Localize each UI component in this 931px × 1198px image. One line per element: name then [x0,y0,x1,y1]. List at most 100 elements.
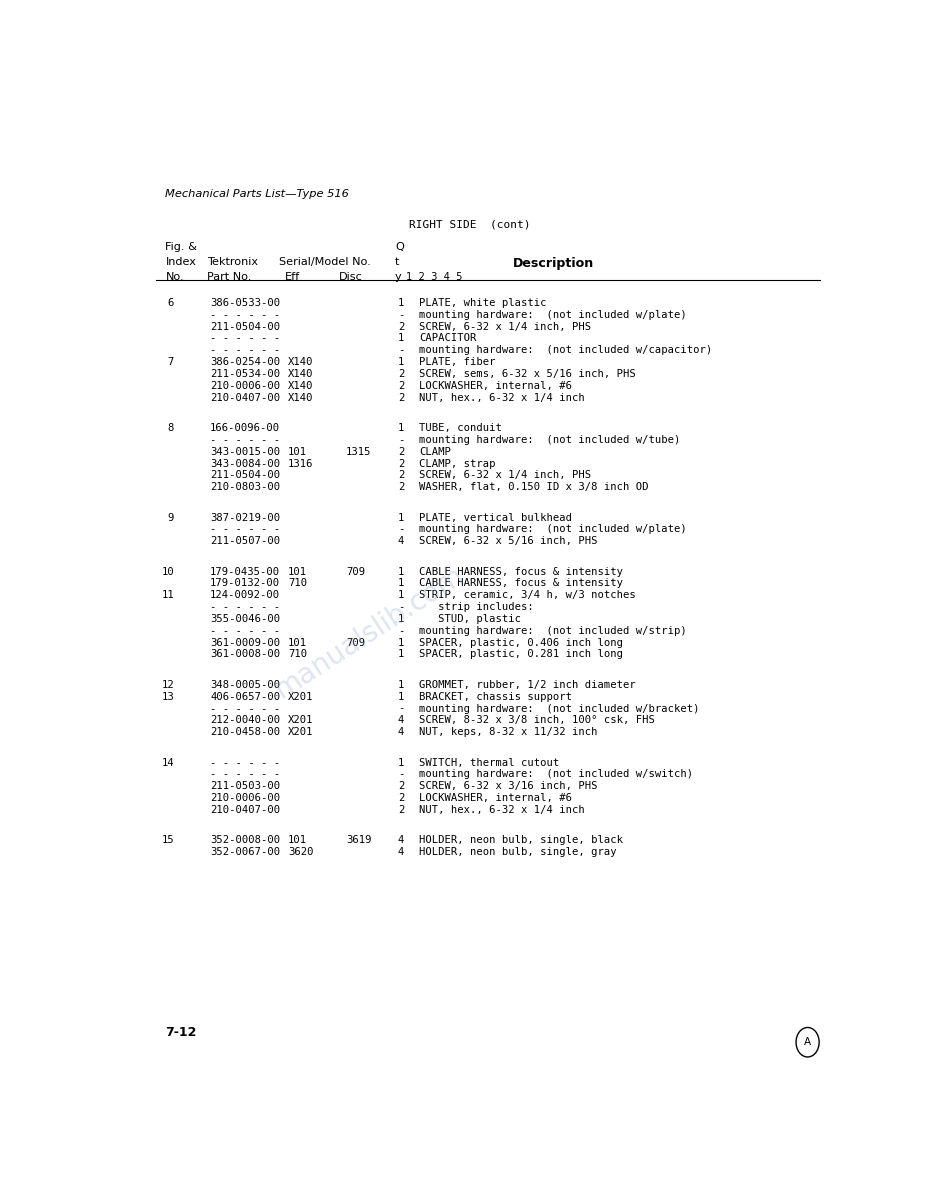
Text: 211-0534-00: 211-0534-00 [210,369,280,379]
Text: 1: 1 [398,579,404,588]
Text: SCREW, 6-32 x 5/16 inch, PHS: SCREW, 6-32 x 5/16 inch, PHS [419,537,598,546]
Text: - - - - - -: - - - - - - [210,757,280,768]
Text: TUBE, conduit: TUBE, conduit [419,423,503,432]
Text: 212-0040-00: 212-0040-00 [210,715,280,725]
Text: 7: 7 [168,357,174,367]
Text: 4: 4 [398,835,404,846]
Text: 348-0005-00: 348-0005-00 [210,679,280,690]
Text: Description: Description [513,258,595,271]
Text: 1: 1 [398,567,404,576]
Text: 1: 1 [398,591,404,600]
Text: X140: X140 [288,357,314,367]
Text: 710: 710 [288,649,307,659]
Text: SCREW, sems, 6-32 x 5/16 inch, PHS: SCREW, sems, 6-32 x 5/16 inch, PHS [419,369,636,379]
Text: t: t [395,258,399,267]
Text: - - - - - -: - - - - - - [210,603,280,612]
Text: 710: 710 [288,579,307,588]
Text: 2: 2 [398,793,404,803]
Text: X201: X201 [288,727,314,737]
Text: A: A [804,1037,811,1047]
Text: 4: 4 [398,727,404,737]
Text: 709: 709 [345,637,365,648]
Text: RIGHT SIDE  (cont): RIGHT SIDE (cont) [409,219,530,229]
Text: -: - [398,703,404,714]
Text: 2: 2 [398,483,404,492]
Text: -: - [398,345,404,356]
Text: 211-0503-00: 211-0503-00 [210,781,280,791]
Text: 211-0504-00: 211-0504-00 [210,321,280,332]
Text: CABLE HARNESS, focus & intensity: CABLE HARNESS, focus & intensity [419,579,624,588]
Text: STRIP, ceramic, 3/4 h, w/3 notches: STRIP, ceramic, 3/4 h, w/3 notches [419,591,636,600]
Text: Mechanical Parts List—Type 516: Mechanical Parts List—Type 516 [166,189,349,199]
Text: 386-0254-00: 386-0254-00 [210,357,280,367]
Text: 7-12: 7-12 [166,1025,196,1039]
Text: Part No.: Part No. [207,272,251,282]
Text: manualslib.com: manualslib.com [269,561,468,704]
Text: 1316: 1316 [288,459,314,468]
Text: - - - - - -: - - - - - - [210,525,280,534]
Text: 709: 709 [345,567,365,576]
Text: LOCKWASHER, internal, #6: LOCKWASHER, internal, #6 [419,381,573,391]
Text: -: - [398,769,404,780]
Text: 2: 2 [398,781,404,791]
Text: 343-0084-00: 343-0084-00 [210,459,280,468]
Text: 4: 4 [398,715,404,725]
Text: X201: X201 [288,715,314,725]
Text: CAPACITOR: CAPACITOR [419,333,477,344]
Text: 210-0803-00: 210-0803-00 [210,483,280,492]
Text: 166-0096-00: 166-0096-00 [210,423,280,432]
Text: -: - [398,309,404,320]
Text: 352-0008-00: 352-0008-00 [210,835,280,846]
Text: 352-0067-00: 352-0067-00 [210,847,280,857]
Text: 179-0132-00: 179-0132-00 [210,579,280,588]
Text: 1: 1 [398,513,404,522]
Text: - - - - - -: - - - - - - [210,309,280,320]
Text: X140: X140 [288,369,314,379]
Text: 1: 1 [398,423,404,432]
Text: 210-0407-00: 210-0407-00 [210,393,280,403]
Text: 2: 2 [398,369,404,379]
Text: mounting hardware:  (not included w/plate): mounting hardware: (not included w/plate… [419,309,687,320]
Text: 1: 1 [398,298,404,308]
Text: SWITCH, thermal cutout: SWITCH, thermal cutout [419,757,560,768]
Text: NUT, hex., 6-32 x 1/4 inch: NUT, hex., 6-32 x 1/4 inch [419,393,586,403]
Text: STUD, plastic: STUD, plastic [419,613,521,624]
Text: -: - [398,435,404,444]
Text: y: y [395,272,401,282]
Text: - - - - - -: - - - - - - [210,625,280,636]
Text: GROMMET, rubber, 1/2 inch diameter: GROMMET, rubber, 1/2 inch diameter [419,679,636,690]
Text: 210-0006-00: 210-0006-00 [210,381,280,391]
Text: BRACKET, chassis support: BRACKET, chassis support [419,691,573,702]
Text: PLATE, fiber: PLATE, fiber [419,357,496,367]
Text: Tektronix: Tektronix [207,258,258,267]
Text: 10: 10 [161,567,174,576]
Text: 1: 1 [398,691,404,702]
Text: -: - [398,603,404,612]
Text: PLATE, white plastic: PLATE, white plastic [419,298,546,308]
Text: Eff: Eff [285,272,300,282]
Text: mounting hardware:  (not included w/bracket): mounting hardware: (not included w/brack… [419,703,700,714]
Text: WASHER, flat, 0.150 ID x 3/8 inch OD: WASHER, flat, 0.150 ID x 3/8 inch OD [419,483,649,492]
Text: 124-0092-00: 124-0092-00 [210,591,280,600]
Text: - - - - - -: - - - - - - [210,435,280,444]
Text: 1: 1 [398,333,404,344]
Text: 101: 101 [288,637,307,648]
Text: 387-0219-00: 387-0219-00 [210,513,280,522]
Text: 343-0015-00: 343-0015-00 [210,447,280,456]
Text: 210-0006-00: 210-0006-00 [210,793,280,803]
Text: 1: 1 [398,757,404,768]
Text: 3620: 3620 [288,847,314,857]
Text: -: - [398,525,404,534]
Text: mounting hardware:  (not included w/capacitor): mounting hardware: (not included w/capac… [419,345,712,356]
Text: CLAMP, strap: CLAMP, strap [419,459,496,468]
Text: 406-0657-00: 406-0657-00 [210,691,280,702]
Text: Fig. &: Fig. & [166,242,197,253]
Text: 211-0507-00: 211-0507-00 [210,537,280,546]
Text: Disc: Disc [339,272,363,282]
Text: SPACER, plastic, 0.406 inch long: SPACER, plastic, 0.406 inch long [419,637,624,648]
Text: 179-0435-00: 179-0435-00 [210,567,280,576]
Text: 2: 2 [398,393,404,403]
Text: - - - - - -: - - - - - - [210,333,280,344]
Text: X140: X140 [288,393,314,403]
Text: CABLE HARNESS, focus & intensity: CABLE HARNESS, focus & intensity [419,567,624,576]
